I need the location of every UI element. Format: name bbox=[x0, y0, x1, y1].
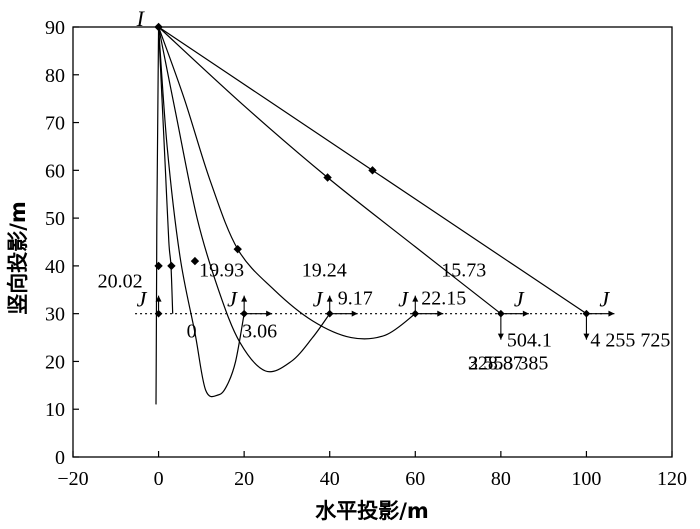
force-arrow-up-head bbox=[241, 295, 248, 302]
j-point-marker bbox=[497, 309, 505, 318]
j-point-marker bbox=[240, 309, 248, 318]
x-tick-label: 60 bbox=[405, 468, 425, 490]
annotation-labels-group: IJ J J J J J20.02019.933.0619.249.1715.7322.1… bbox=[98, 6, 671, 375]
data-marker bbox=[154, 261, 163, 271]
series-line-1 bbox=[155, 26, 160, 405]
force-arrow-right-head bbox=[266, 310, 273, 317]
force-value-label: 15.73 bbox=[441, 260, 486, 282]
series-line-4 bbox=[157, 26, 331, 373]
force-value-label: 328.87 bbox=[468, 353, 523, 375]
y-tick-label: 30 bbox=[45, 304, 65, 326]
force-arrow-right-head bbox=[522, 310, 529, 317]
series-line-3 bbox=[157, 26, 245, 398]
x-tick-label: 120 bbox=[657, 468, 687, 490]
series-group bbox=[155, 26, 587, 405]
y-tick-label: 60 bbox=[45, 160, 65, 182]
data-marker bbox=[154, 22, 163, 32]
y-tick-label: 80 bbox=[45, 65, 65, 87]
x-tick-label: 40 bbox=[320, 468, 340, 490]
x-tick-label: 100 bbox=[571, 468, 601, 490]
x-tick-label: 20 bbox=[234, 468, 254, 490]
x-tick-label: −20 bbox=[57, 468, 88, 490]
point-i-label: I bbox=[136, 6, 146, 31]
force-arrow-right-head bbox=[608, 310, 615, 317]
force-value-label: 19.93 bbox=[199, 260, 244, 282]
j-point-label: J bbox=[514, 287, 525, 312]
markers-group bbox=[154, 22, 591, 318]
j-point-marker bbox=[582, 309, 591, 318]
x-tick-label: 80 bbox=[491, 468, 511, 490]
y-tick-label: 70 bbox=[45, 113, 65, 135]
force-arrow-right-head bbox=[437, 310, 444, 317]
data-marker bbox=[190, 256, 200, 266]
force-arrows-group bbox=[155, 295, 615, 340]
x-axis-title: 水平投影/m bbox=[315, 499, 429, 523]
y-axis-title: 竖向投影/m bbox=[6, 201, 30, 315]
data-marker bbox=[368, 166, 377, 175]
force-arrow-down-head bbox=[583, 333, 590, 340]
y-tick-label: 10 bbox=[45, 399, 65, 421]
force-value-label: 20.02 bbox=[98, 271, 143, 293]
j-point-label: J bbox=[227, 287, 238, 312]
force-arrow-right-head bbox=[351, 310, 358, 317]
series-line-2 bbox=[157, 26, 174, 314]
y-tick-label: 50 bbox=[45, 208, 65, 230]
force-value-label: 504.1 bbox=[507, 330, 552, 352]
force-arrow-up-head bbox=[326, 295, 333, 302]
j-point-marker bbox=[411, 309, 420, 318]
y-tick-label: 0 bbox=[55, 447, 65, 469]
force-arrow-up-head bbox=[155, 295, 162, 302]
y-tick-label: 90 bbox=[45, 17, 65, 39]
x-tick-label: 0 bbox=[154, 468, 164, 490]
force-arrow-up-head bbox=[412, 295, 419, 302]
j-point-label: J bbox=[313, 287, 324, 312]
force-arrow-down-head bbox=[497, 333, 504, 340]
force-value-label: 2 553 385 bbox=[468, 353, 548, 375]
j-point-marker bbox=[325, 309, 334, 318]
plot-frame bbox=[72, 26, 673, 458]
j-point-label: J bbox=[137, 287, 148, 312]
force-value-label: 3.06 bbox=[242, 321, 277, 343]
data-marker bbox=[233, 244, 242, 254]
data-marker bbox=[323, 173, 332, 182]
force-value-label: 22.15 bbox=[421, 288, 466, 310]
j-point-label: J bbox=[599, 287, 610, 312]
y-tick-label: 40 bbox=[45, 256, 65, 278]
y-tick-label: 20 bbox=[45, 351, 65, 373]
force-value-label: 9.17 bbox=[338, 288, 373, 310]
force-value-label: 19.24 bbox=[302, 260, 347, 282]
plot-border bbox=[72, 26, 673, 458]
force-value-label: 4 255 725 bbox=[590, 330, 670, 352]
force-value-label: 0 bbox=[187, 321, 197, 343]
data-marker bbox=[167, 261, 176, 271]
j-point-marker bbox=[154, 309, 163, 318]
j-point-label: J bbox=[398, 287, 409, 312]
series-line-5 bbox=[158, 26, 416, 340]
